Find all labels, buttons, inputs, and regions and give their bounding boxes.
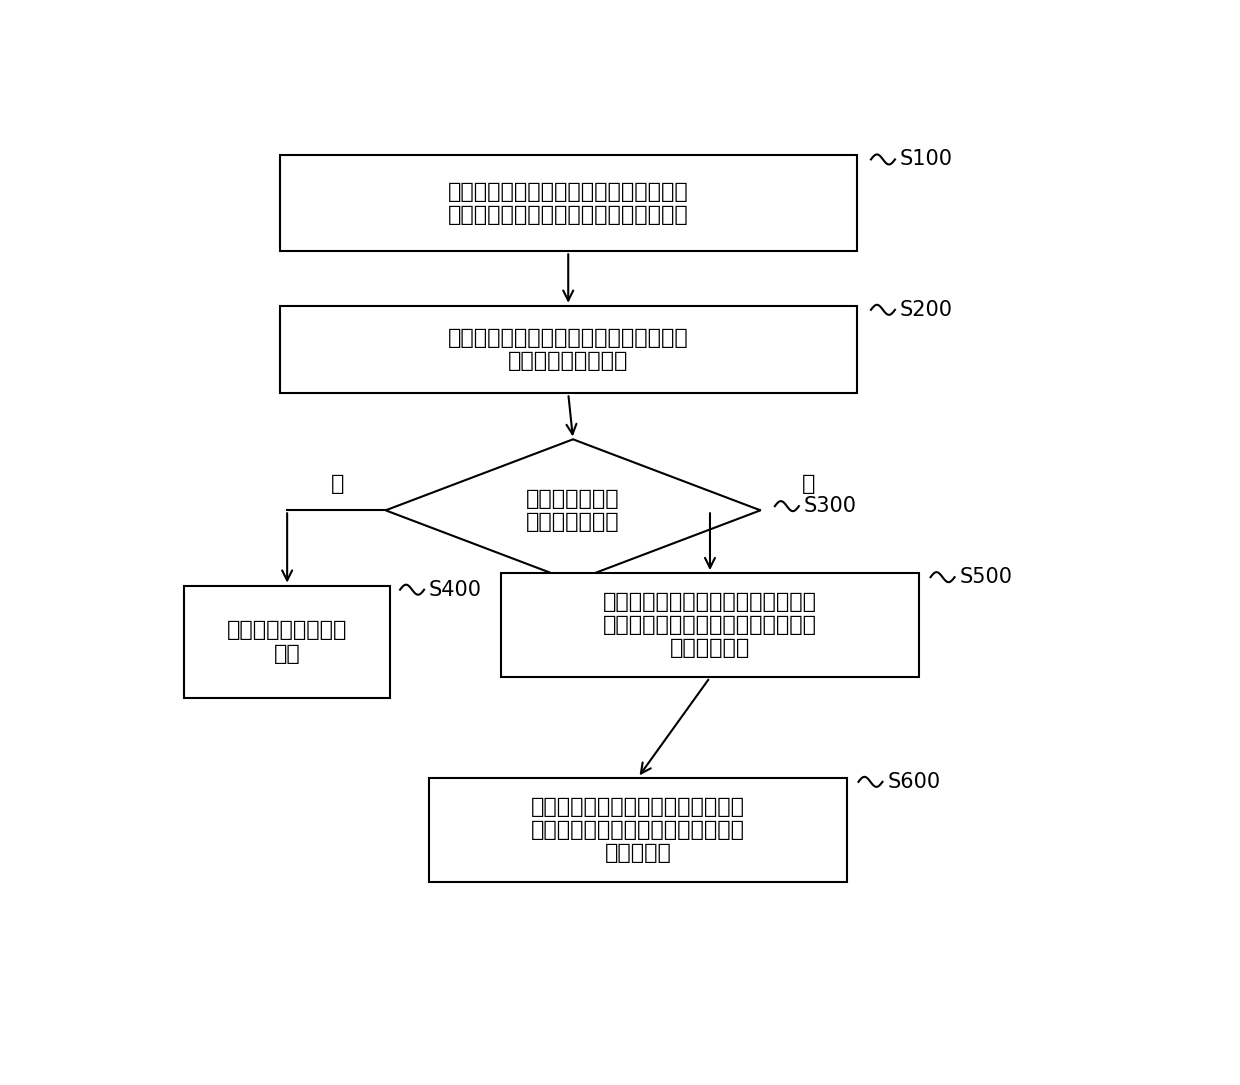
Polygon shape [386, 439, 760, 582]
Text: S500: S500 [960, 567, 1012, 587]
Text: 根据驾驶员的疲劳测量指数和预设疲劳阈
值的关系，判定驾驶员是否处于疲劳状态: 根据驾驶员的疲劳测量指数和预设疲劳阈 值的关系，判定驾驶员是否处于疲劳状态 [448, 181, 688, 225]
Text: 是否收到驾驶员
反馈的确认信息: 是否收到驾驶员 反馈的确认信息 [526, 488, 620, 532]
FancyBboxPatch shape [429, 778, 847, 882]
FancyBboxPatch shape [501, 573, 919, 677]
Text: 根据制动增益、疲劳程度等级和车速
的预设关联关系，确定当前的电子控
制制动增益: 根据制动增益、疲劳程度等级和车速 的预设关联关系，确定当前的电子控 制制动增益 [531, 796, 745, 863]
Text: S300: S300 [804, 496, 857, 516]
Text: S100: S100 [900, 150, 952, 169]
FancyBboxPatch shape [280, 155, 857, 252]
Text: S200: S200 [900, 299, 952, 320]
FancyBboxPatch shape [184, 586, 391, 699]
Text: 确认驾驶员为疲劳状态，根据当前疲
劳判断的准确率值确定驾驶员当前的
疲劳程度等级: 确认驾驶员为疲劳状态，根据当前疲 劳判断的准确率值确定驾驶员当前的 疲劳程度等级 [603, 592, 817, 659]
FancyBboxPatch shape [280, 306, 857, 394]
Text: 是: 是 [331, 474, 345, 494]
Text: S400: S400 [429, 579, 482, 600]
Text: S600: S600 [888, 771, 940, 792]
Text: 否: 否 [802, 474, 815, 494]
Text: 更改驾驶员为非疲劳
状态: 更改驾驶员为非疲劳 状态 [227, 621, 347, 664]
Text: 如果判定驾驶员处于疲劳状态，则向驾驶
员发送驾驶确认指令: 如果判定驾驶员处于疲劳状态，则向驾驶 员发送驾驶确认指令 [448, 328, 688, 371]
